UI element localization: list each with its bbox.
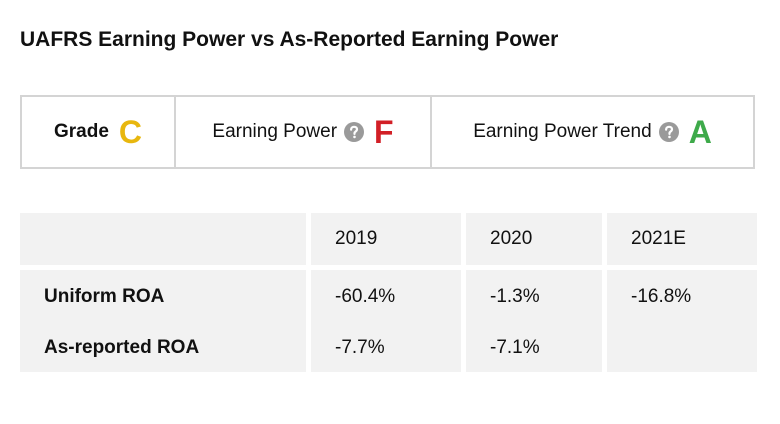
earning-power-trend-cell: Earning Power Trend A xyxy=(430,97,753,167)
row-labels-column: Uniform ROA As-reported ROA xyxy=(20,270,306,372)
uniform-roa-2020: -1.3% xyxy=(490,286,540,307)
grade-panel: Grade C Earning Power F Earning Power Tr… xyxy=(20,95,755,169)
grade-label: Grade xyxy=(53,121,109,142)
column-2021e: -16.8% xyxy=(607,270,757,372)
uniform-roa-2019: -60.4% xyxy=(335,286,396,307)
row-label-as-reported-roa: As-reported ROA xyxy=(44,337,200,358)
earning-power-value: F xyxy=(374,114,394,150)
table-header-blank xyxy=(20,213,306,265)
earning-power-trend-help-icon[interactable] xyxy=(658,122,679,142)
table-header-2019: 2019 xyxy=(311,213,461,265)
page-title: UAFRS Earning Power vs As-Reported Earni… xyxy=(20,28,559,51)
earning-power-label: Earning Power xyxy=(212,121,338,142)
grade-value: C xyxy=(118,114,143,150)
column-2020: -1.3% -7.1% xyxy=(466,270,602,372)
earning-power-cell: Earning Power F xyxy=(174,97,430,167)
earning-power-help-icon[interactable] xyxy=(344,122,365,142)
row-label-uniform-roa: Uniform ROA xyxy=(44,286,165,307)
earning-power-trend-value: A xyxy=(688,114,712,150)
table-header-2021e: 2021E xyxy=(607,213,757,265)
earning-power-trend-label: Earning Power Trend xyxy=(473,121,652,142)
roa-table: 2019 2020 2021E Uniform ROA As-reported … xyxy=(20,213,757,372)
grade-cell: Grade C xyxy=(22,97,174,167)
as-reported-roa-2020: -7.1% xyxy=(490,337,540,358)
table-header-2020: 2020 xyxy=(466,213,602,265)
uniform-roa-2021e: -16.8% xyxy=(631,286,692,307)
column-2019: -60.4% -7.7% xyxy=(311,270,461,372)
as-reported-roa-2019: -7.7% xyxy=(335,337,385,358)
